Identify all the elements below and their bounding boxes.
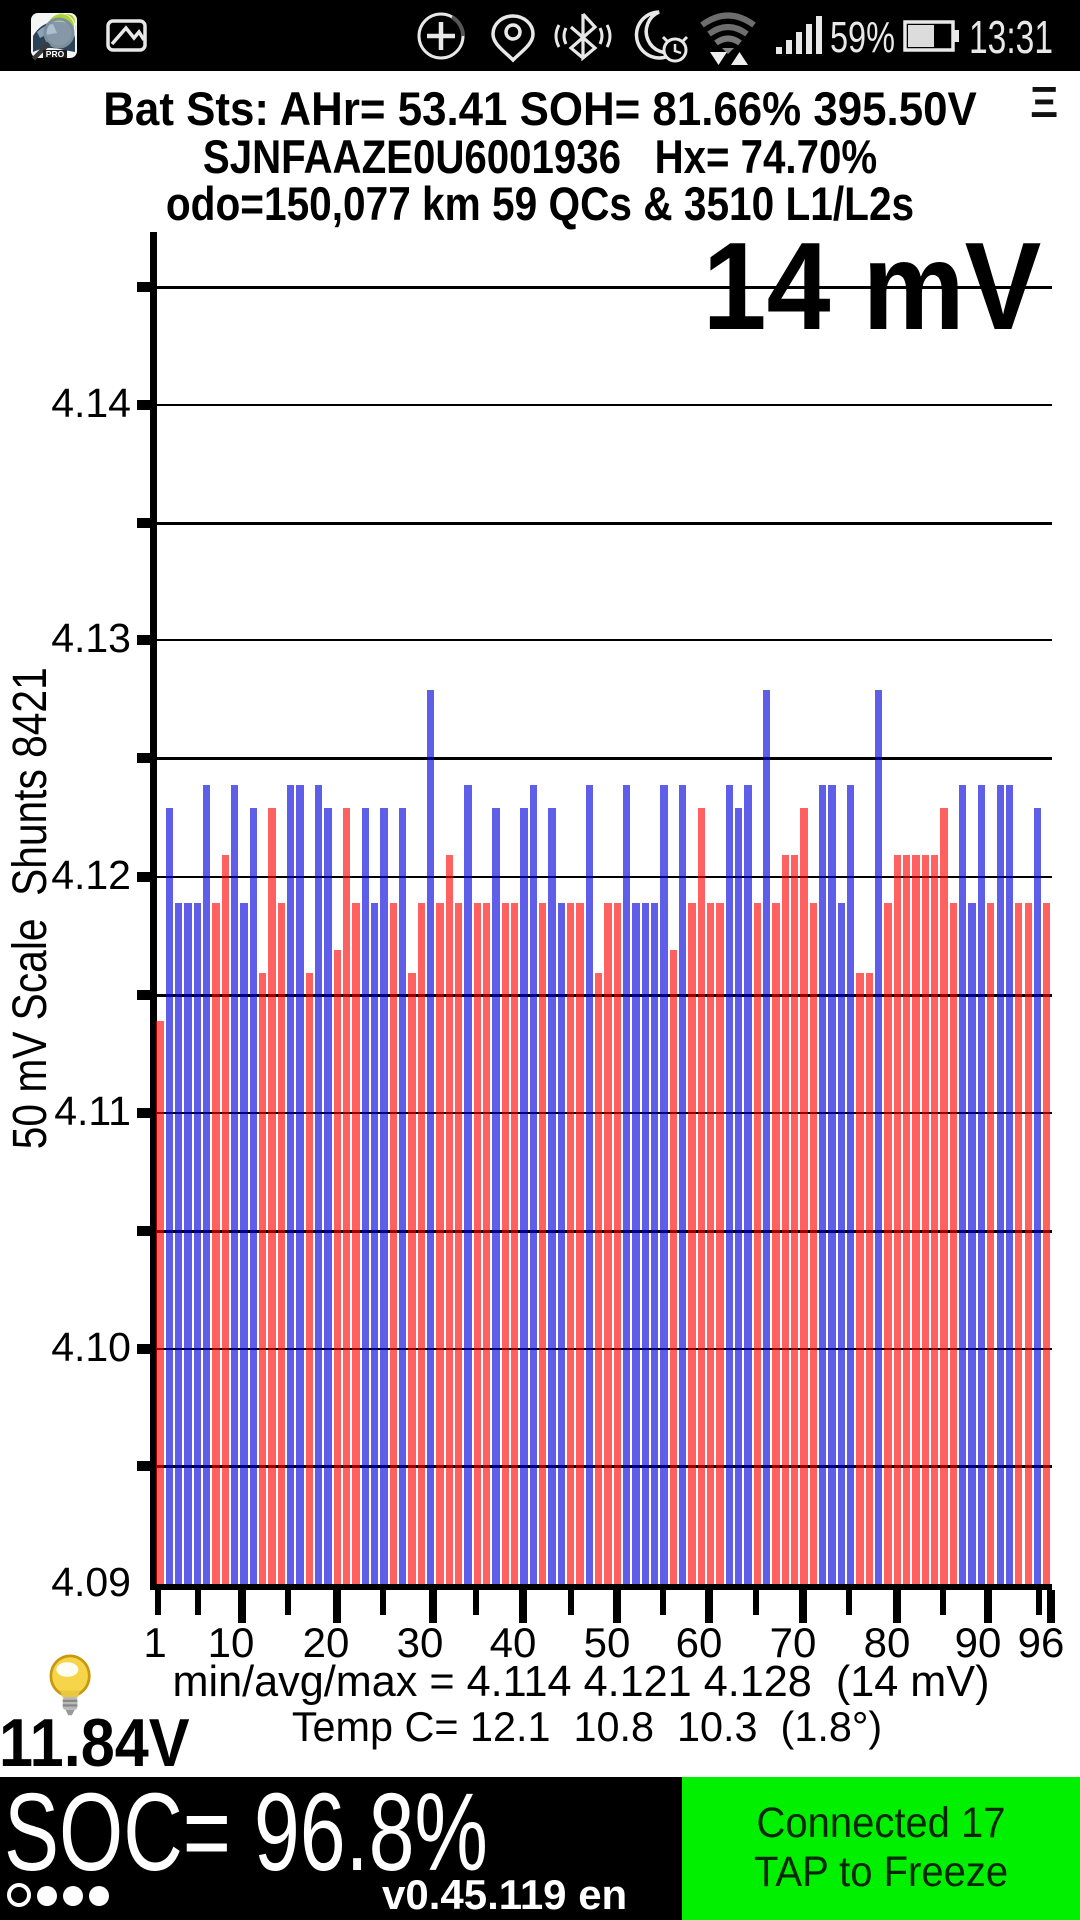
svg-text:13:31: 13:31: [969, 11, 1053, 63]
svg-text:59%: 59%: [830, 13, 895, 62]
svg-text:PRO: PRO: [46, 49, 65, 59]
